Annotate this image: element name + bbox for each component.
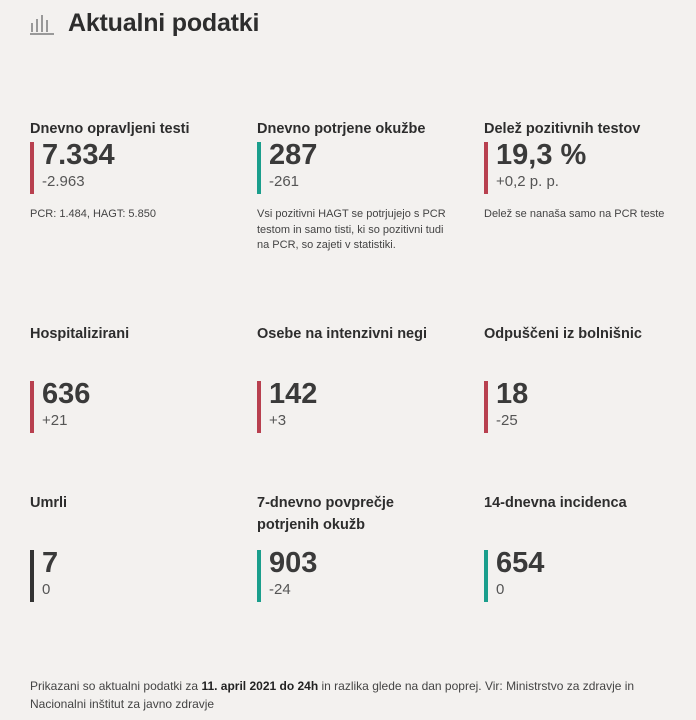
footer-date: 11. april 2021 do 24h xyxy=(201,679,319,693)
page-header: Aktualni podatki xyxy=(30,8,259,38)
card-title: Hospitalizirani xyxy=(30,326,130,342)
card-title: Odpuščeni iz bolnišnic xyxy=(484,326,642,342)
metric-value: 654 xyxy=(496,547,545,579)
metric-value: 142 xyxy=(269,378,318,410)
card-deaths: Umrli 7 0 xyxy=(30,495,230,602)
metric-delta: -261 xyxy=(269,173,300,190)
metric-value: 18 xyxy=(496,378,529,410)
footer-text-after: in razlika glede na dan poprej. Vir: Min… xyxy=(30,679,635,711)
footer-text-before: Prikazani so aktualni podatki za xyxy=(30,679,202,693)
metric: 18 -25 xyxy=(484,379,684,433)
indicator-bar xyxy=(484,381,488,433)
metric: 903 -24 xyxy=(257,548,457,602)
metric-delta: +21 xyxy=(42,412,68,429)
card-title: Dnevno opravljeni testi xyxy=(30,121,190,137)
metric: 636 +21 xyxy=(30,379,230,433)
metric-delta: -2.963 xyxy=(42,173,85,190)
indicator-bar xyxy=(30,381,34,433)
card-title: Osebe na intenzivni negi xyxy=(257,326,428,342)
metric-value: 19,3 % xyxy=(496,139,587,171)
metric: 19,3 % +0,2 p. p. xyxy=(484,140,684,194)
metric-value: 903 xyxy=(269,547,318,579)
card-14day-incidence: 14-dnevna incidenca 654 0 xyxy=(484,495,684,602)
card-title: 7-dnevno povprečje potrjenih okužb xyxy=(257,495,394,533)
metric: 654 0 xyxy=(484,548,684,602)
indicator-bar xyxy=(30,142,34,194)
metric-value: 7 xyxy=(42,547,59,579)
metric-delta: +3 xyxy=(269,412,287,429)
indicator-bar xyxy=(484,142,488,194)
metric-delta: -24 xyxy=(269,581,291,598)
metric-delta: -25 xyxy=(496,412,518,429)
card-discharged: Odpuščeni iz bolnišnic 18 -25 xyxy=(484,326,684,433)
card-title: Dnevno potrjene okužbe xyxy=(257,121,426,137)
card-intensive-care: Osebe na intenzivni negi 142 +3 xyxy=(257,326,457,433)
card-hospitalized: Hospitalizirani 636 +21 xyxy=(30,326,230,433)
metric-note: Vsi pozitivni HAGT se potrjujejo s PCR t… xyxy=(257,208,446,251)
metric-note: PCR: 1.484, HAGT: 5.850 xyxy=(30,208,156,220)
metric: 142 +3 xyxy=(257,379,457,433)
metric-value: 636 xyxy=(42,378,91,410)
indicator-bar xyxy=(257,550,261,602)
metric-note: Delež se nanaša samo na PCR teste xyxy=(484,208,665,220)
metric: 7.334 -2.963 xyxy=(30,140,230,194)
indicator-bar xyxy=(257,142,261,194)
bar-chart-icon xyxy=(30,15,54,35)
card-title: Delež pozitivnih testov xyxy=(484,121,641,137)
indicator-bar xyxy=(30,550,34,602)
card-title: Umrli xyxy=(30,495,68,511)
source-footer: Prikazani so aktualni podatki za 11. apr… xyxy=(30,677,670,713)
metric: 7 0 xyxy=(30,548,230,602)
metric-delta: 0 xyxy=(496,581,505,598)
card-7day-average: 7-dnevno povprečje potrjenih okužb 903 -… xyxy=(257,495,457,602)
page-title: Aktualni podatki xyxy=(68,8,260,37)
metric-delta: 0 xyxy=(42,581,51,598)
metric-value: 287 xyxy=(269,139,318,171)
card-daily-tests: Dnevno opravljeni testi 7.334 -2.963 PCR… xyxy=(30,121,230,223)
metric: 287 -261 xyxy=(257,140,457,194)
card-daily-infections: Dnevno potrjene okužbe 287 -261 Vsi pozi… xyxy=(257,121,457,254)
indicator-bar xyxy=(484,550,488,602)
card-title: 14-dnevna incidenca xyxy=(484,495,627,511)
metric-value: 7.334 xyxy=(42,139,115,171)
card-positive-share: Delež pozitivnih testov 19,3 % +0,2 p. p… xyxy=(484,121,684,223)
indicator-bar xyxy=(257,381,261,433)
metric-delta: +0,2 p. p. xyxy=(496,173,559,190)
